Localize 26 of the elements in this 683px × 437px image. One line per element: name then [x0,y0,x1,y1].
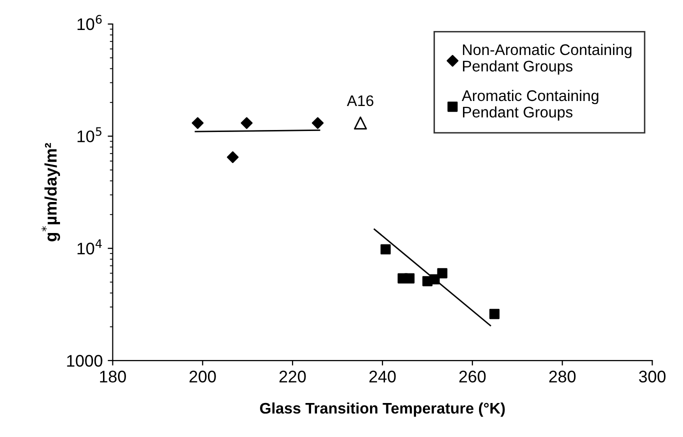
point [437,268,448,278]
y-tick-label: 10$^{5}$ [78,127,102,142]
point [489,308,500,320]
y-tick-label: 1000 [67,354,102,367]
legend-label: Non-Aromatic Containing Pendant Groups [462,44,632,75]
y-tick-label: 10$^{6}$ [78,14,102,30]
y-tick-label: 10$^{4}$ [78,239,102,254]
point [354,116,367,130]
point [226,151,239,164]
point [192,117,204,129]
point [312,117,324,129]
point [240,117,253,129]
x-tick-label: 180 [100,370,126,382]
annotation: A16 [346,95,374,106]
x-tick-label: 220 [279,370,306,382]
x-tick-label: 260 [459,370,486,382]
point [380,244,391,254]
point [430,274,440,284]
x-tick-label: 240 [369,370,396,382]
x-axis-title: Glass Transition Temperature (°K) [260,402,505,417]
x-tick-label: 300 [639,370,666,382]
point [404,273,415,284]
x-tick-label: 280 [549,370,576,382]
y-axis-title: g$^{*}$µm/day/m² [42,142,60,242]
x-tick-label: 200 [190,370,216,382]
legend-label: Aromatic Containing Pendant Groups [462,90,598,121]
